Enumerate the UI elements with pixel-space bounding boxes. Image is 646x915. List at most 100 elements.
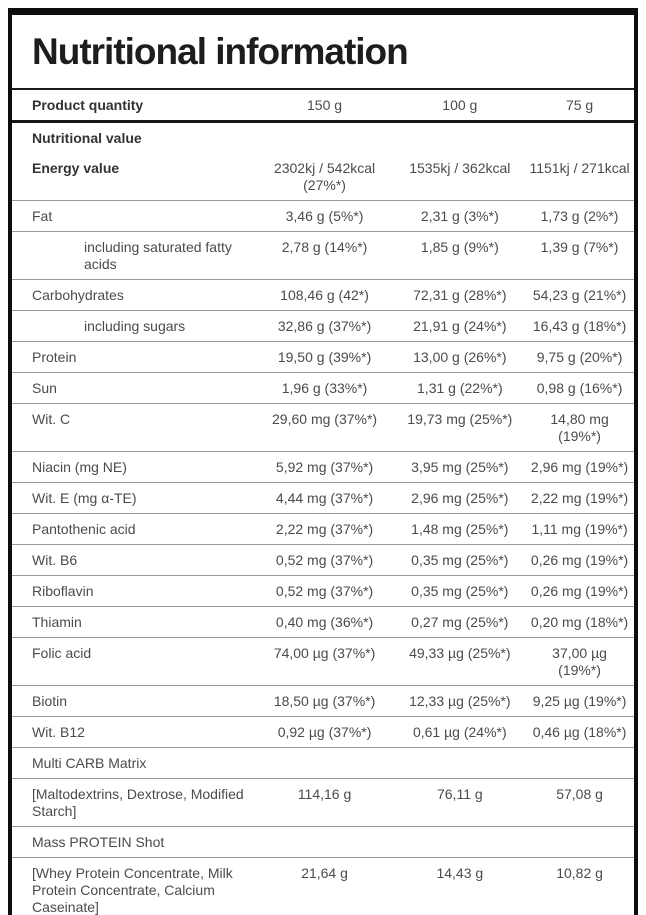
product-quantity-label: Product quantity xyxy=(32,96,144,113)
table-row: Sun 1,96 g (33%*) 1,31 g (22%*) 0,98 g (16%… xyxy=(12,372,634,404)
row-value: 9,75 g (20%*) xyxy=(536,348,623,365)
table-row: including saturated fatty acids 2,78 g (1… xyxy=(12,231,634,280)
row-label: Riboflavin xyxy=(32,582,94,599)
row-label: Carbohydrates xyxy=(32,286,124,303)
row-label: including sugars xyxy=(84,317,186,334)
row-label: Thiamin xyxy=(32,613,82,630)
row-value: 0,20 mg (18%*) xyxy=(530,613,629,630)
row-label: including saturated fatty acids xyxy=(84,238,232,272)
row-value: 2,96 mg (25%*) xyxy=(411,489,509,506)
row-label: Folic acid xyxy=(32,644,92,661)
table-row: Pantothenic acid 2,22 mg (37%*) 1,48 mg (2… xyxy=(12,513,634,545)
row-value: 72,31 g (28%*) xyxy=(413,286,507,303)
row-value: 2,22 mg (19%*) xyxy=(530,489,629,506)
row-value: 0,26 mg (19%*) xyxy=(530,582,629,599)
row-value: 1,39 g (7%*) xyxy=(540,238,619,255)
row-value: 10,82 g xyxy=(556,864,603,881)
row-label: Wit. C xyxy=(32,410,71,427)
row-value: 114,16 g xyxy=(297,785,352,802)
row-value: 13,00 g (26%*) xyxy=(413,348,507,365)
table-row: Riboflavin 0,52 mg (37%*) 0,35 mg (25%*) 0,… xyxy=(12,575,634,607)
row-value: 0,27 mg (25%*) xyxy=(411,613,509,630)
nutrition-table: Product quantity 150 g 100 g 75 g Nutrit… xyxy=(12,90,634,915)
row-value: 1,96 g (33%*) xyxy=(281,379,368,396)
table-row: Wit. C 29,60 mg (37%*) 19,73 mg (25%*) 14,8… xyxy=(12,403,634,452)
row-value: 2,96 mg (19%*) xyxy=(530,458,629,475)
row-value: 3,46 g (5%*) xyxy=(285,207,364,224)
nutritional-value-row: Nutritional value xyxy=(12,121,634,153)
row-label: Multi CARB Matrix xyxy=(32,754,147,771)
row-value: 3,95 mg (25%*) xyxy=(411,458,509,475)
row-label: Energy value xyxy=(32,159,120,176)
row-value: 1535kj / 362kcal xyxy=(409,159,511,176)
table-row: Folic acid 74,00 µg (37%*) 49,33 µg (25%*)… xyxy=(12,637,634,686)
row-value: 0,52 mg (37%*) xyxy=(275,582,374,599)
table-row: Wit. B12 0,92 µg (37%*) 0,61 µg (24%*) 0,46… xyxy=(12,716,634,748)
row-value: 2,22 mg (37%*) xyxy=(275,520,374,537)
row-label: Biotin xyxy=(32,692,68,709)
row-value: 14,80 mg (19%*) xyxy=(550,410,609,444)
row-value: 21,91 g (24%*) xyxy=(413,317,507,334)
row-value: 2,31 g (3%*) xyxy=(420,207,499,224)
row-label: Wit. B6 xyxy=(32,551,78,568)
table-row: Thiamin 0,40 mg (36%*) 0,27 mg (25%*) 0,20 … xyxy=(12,606,634,638)
row-value: 18,50 µg (37%*) xyxy=(273,692,376,709)
row-value: 57,08 g xyxy=(556,785,603,802)
row-label: Pantothenic acid xyxy=(32,520,136,537)
row-label: Protein xyxy=(32,348,77,365)
row-value: 32,86 g (37%*) xyxy=(277,317,372,334)
row-value: 2302kj / 542kcal (27%*) xyxy=(273,159,376,193)
row-value: 16,43 g (18%*) xyxy=(532,317,627,334)
row-label: [Whey Protein Concentrate, Milk Protein … xyxy=(32,864,233,915)
row-value: 1,11 mg (19%*) xyxy=(531,520,628,537)
row-label: Wit. E (mg α-TE) xyxy=(32,489,137,506)
nutritional-value-label: Nutritional value xyxy=(32,129,142,146)
row-value: 54,23 g (21%*) xyxy=(532,286,627,303)
row-value: 14,43 g xyxy=(436,864,484,881)
table-row: Energy value 2302kj / 542kcal (27%*) 1535k… xyxy=(12,153,634,201)
row-label: Mass PROTEIN Shot xyxy=(32,833,165,850)
table-row: Wit. B6 0,52 mg (37%*) 0,35 mg (25%*) 0,26 … xyxy=(12,544,634,576)
column-header-150g: 150 g xyxy=(307,96,343,113)
row-value: 49,33 µg (25%*) xyxy=(409,644,511,661)
row-value: 0,52 mg (37%*) xyxy=(275,551,374,568)
table-body: Energy value 2302kj / 542kcal (27%*) 1535k… xyxy=(12,153,634,915)
row-label: [Maltodextrins, Dextrose, Modified Starc… xyxy=(32,785,244,819)
row-value: 76,11 g xyxy=(436,785,483,802)
row-value: 9,25 µg (19%*) xyxy=(532,692,627,709)
row-value: 1,31 g (22%*) xyxy=(417,379,503,396)
table-row: Fat 3,46 g (5%*) 2,31 g (3%*) 1,73 g (2%*) xyxy=(12,200,634,232)
row-value: 19,73 mg (25%*) xyxy=(407,410,513,427)
table-row: Carbohydrates 108,46 g (42*) 72,31 g (28%*… xyxy=(12,279,634,311)
row-value: 0,46 µg (18%*) xyxy=(532,723,627,740)
row-value: 5,92 mg (37%*) xyxy=(275,458,374,475)
row-value: 2,78 g (14%*) xyxy=(281,238,368,255)
row-value: 1151kj / 271kcal xyxy=(529,159,630,176)
row-value: 0,40 mg (36%*) xyxy=(275,613,374,630)
row-value: 74,00 µg (37%*) xyxy=(273,644,376,661)
table-row: [Whey Protein Concentrate, Milk Protein … xyxy=(12,857,634,915)
column-header-100g: 100 g xyxy=(442,96,478,113)
row-value: 0,35 mg (25%*) xyxy=(411,582,509,599)
title-block: Nutritional information xyxy=(12,15,634,90)
row-value: 4,44 mg (37%*) xyxy=(275,489,374,506)
row-label: Fat xyxy=(32,207,53,224)
row-value: 0,26 mg (19%*) xyxy=(530,551,629,568)
table-row: Niacin (mg NE) 5,92 mg (37%*) 3,95 mg (25%… xyxy=(12,451,634,483)
table-row: Mass PROTEIN Shot xyxy=(12,826,634,858)
row-value: 108,46 g (42*) xyxy=(280,286,369,303)
row-value: 12,33 µg (25%*) xyxy=(409,692,511,709)
table-row: Wit. E (mg α-TE) 4,44 mg (37%*) 2,96 mg (2… xyxy=(12,482,634,514)
row-value: 37,00 µg (19%*) xyxy=(552,644,607,678)
row-value: 29,60 mg (37%*) xyxy=(272,410,378,427)
row-value: 19,50 g (39%*) xyxy=(277,348,372,365)
column-header-75g: 75 g xyxy=(565,96,594,113)
table-row: Biotin 18,50 µg (37%*) 12,33 µg (25%*) 9,25… xyxy=(12,685,634,717)
table-row: including sugars 32,86 g (37%*) 21,91 g (2… xyxy=(12,310,634,342)
row-value: 21,64 g xyxy=(301,864,348,881)
row-label: Wit. B12 xyxy=(32,723,85,740)
row-value: 1,48 mg (25%*) xyxy=(411,520,509,537)
nutrition-table-frame: Nutritional information Product quantity… xyxy=(8,8,638,915)
row-label: Niacin (mg NE) xyxy=(32,458,127,475)
